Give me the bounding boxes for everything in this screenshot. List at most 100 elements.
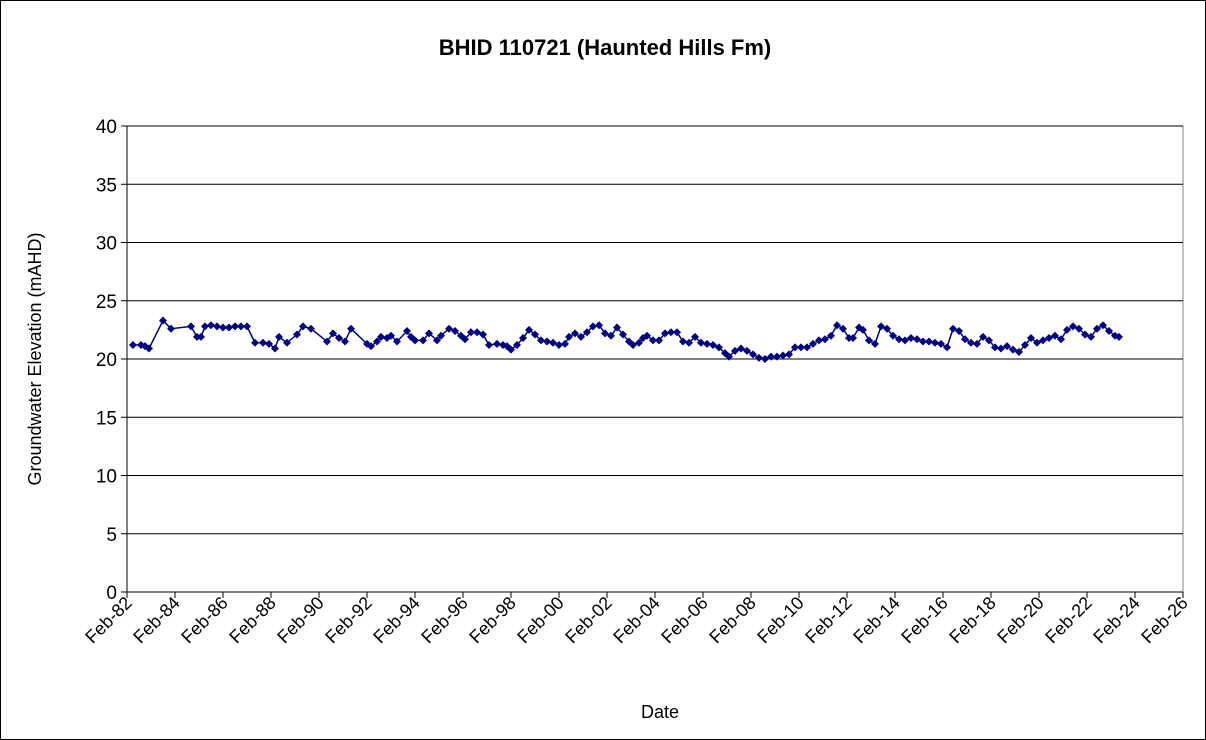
data-point — [555, 341, 563, 350]
y-tick-label: 5 — [106, 525, 117, 546]
data-point — [549, 338, 557, 347]
data-point — [931, 338, 939, 347]
data-point — [703, 339, 711, 348]
data-point — [913, 335, 921, 344]
data-point — [731, 346, 739, 355]
data-point — [1051, 331, 1059, 340]
data-point — [1003, 342, 1011, 351]
data-point — [827, 331, 835, 340]
data-point — [323, 337, 331, 346]
data-point — [387, 331, 395, 340]
data-point — [1099, 321, 1107, 330]
data-point — [601, 329, 609, 338]
data-point — [1039, 336, 1047, 345]
data-point — [815, 336, 823, 345]
data-point — [967, 338, 975, 347]
data-point — [1087, 332, 1095, 341]
data-point — [737, 344, 745, 353]
data-point — [979, 332, 987, 341]
data-point — [973, 339, 981, 348]
y-tick-label: 30 — [96, 234, 117, 255]
data-point — [275, 332, 283, 341]
data-point — [1033, 338, 1041, 347]
data-point — [1063, 325, 1071, 334]
data-point — [907, 334, 915, 343]
data-point — [619, 330, 627, 339]
data-point — [335, 334, 343, 343]
data-point — [419, 336, 427, 345]
data-point — [649, 336, 657, 345]
y-tick-label: 20 — [96, 350, 117, 371]
data-point — [411, 336, 419, 345]
data-point — [341, 337, 349, 346]
data-point — [433, 336, 441, 345]
data-point — [299, 322, 307, 331]
data-point — [779, 351, 787, 360]
data-point — [1075, 324, 1083, 333]
data-point — [583, 328, 591, 337]
data-point — [715, 343, 723, 352]
data-point — [821, 335, 829, 344]
data-point — [565, 332, 573, 341]
data-point — [145, 344, 153, 353]
data-point — [1045, 334, 1053, 343]
data-point — [685, 338, 693, 347]
data-point — [785, 350, 793, 359]
data-point — [251, 338, 259, 347]
data-point — [865, 336, 873, 345]
data-point — [955, 327, 963, 336]
data-point — [531, 330, 539, 339]
data-point — [1069, 322, 1077, 331]
data-point — [377, 332, 385, 341]
data-point — [367, 342, 375, 351]
data-point — [643, 331, 651, 340]
data-point — [513, 341, 521, 350]
data-point — [129, 341, 137, 350]
data-point — [1021, 341, 1029, 350]
data-point — [187, 322, 195, 331]
data-point — [213, 322, 221, 331]
data-point — [709, 341, 717, 350]
data-point — [519, 334, 527, 343]
data-point — [167, 324, 175, 333]
data-point — [403, 327, 411, 336]
data-point — [943, 343, 951, 352]
data-point — [809, 339, 817, 348]
y-tick-label: 25 — [96, 292, 117, 313]
data-point — [895, 335, 903, 344]
data-point — [1009, 345, 1017, 354]
data-point — [373, 337, 381, 346]
chart-title: BHID 110721 (Haunted Hills Fm) — [439, 35, 772, 60]
data-point — [293, 330, 301, 339]
data-point — [697, 338, 705, 347]
data-point — [673, 328, 681, 337]
data-point — [797, 343, 805, 352]
data-point — [1057, 335, 1065, 344]
data-point — [773, 352, 781, 361]
data-point — [243, 322, 251, 331]
data-point — [159, 316, 167, 325]
data-point — [561, 339, 569, 348]
data-point — [467, 328, 475, 337]
data-point — [307, 324, 315, 333]
y-tick-label: 40 — [96, 117, 117, 138]
data-point — [225, 323, 233, 332]
data-point — [589, 322, 597, 331]
data-point — [937, 339, 945, 348]
data-point — [613, 323, 621, 332]
data-point — [571, 329, 579, 338]
data-point — [877, 322, 885, 331]
data-point — [755, 353, 763, 362]
data-point — [883, 324, 891, 333]
data-point — [803, 343, 811, 352]
data-point — [961, 335, 969, 344]
data-point — [725, 352, 733, 361]
data-point — [761, 355, 769, 363]
data-point — [461, 335, 469, 344]
y-tick-label: 15 — [96, 408, 117, 429]
data-point — [691, 332, 699, 341]
data-point — [791, 343, 799, 352]
data-point — [451, 327, 459, 336]
